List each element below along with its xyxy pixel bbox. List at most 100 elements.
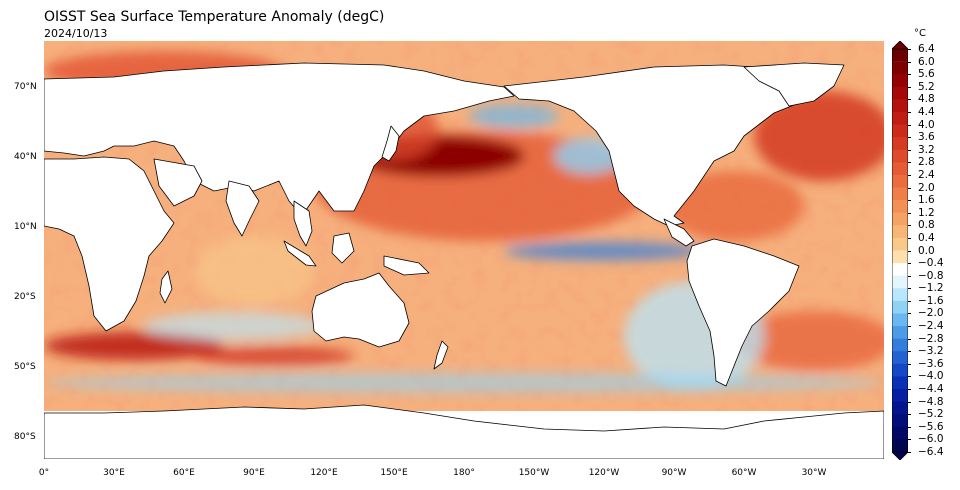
land-japan [381,125,400,162]
lon-label-90w: 90°W [661,468,687,478]
colorbar-cell [892,389,908,403]
land-borneo [331,232,355,264]
colorbar-cell [892,149,908,163]
colorbar-tick-label: 3.2 [908,143,935,156]
colorbar-cell [892,74,908,88]
colorbar-tick-label: −2.0 [908,307,944,320]
colorbar-cell [892,338,908,352]
colorbar-cell [892,426,908,440]
colorbar-cell [892,439,908,460]
land-greenland [743,62,845,107]
colorbar-unit: °C [914,28,926,39]
colorbar-tick-label: −5.6 [908,420,944,433]
colorbar-tick-label: −4.0 [908,370,944,383]
lon-label-180: 180° [453,468,475,478]
lat-label-70n: 70°N [14,82,37,92]
lat-label-80s: 80°S [14,432,36,442]
colorbar-tick-label: −6.0 [908,433,944,446]
land-antarctica [44,404,884,459]
colorbar-cell [892,288,908,302]
colorbar-tick-label: −5.2 [908,408,944,421]
land-arabia [153,158,203,207]
colorbar-tick-label: −2.4 [908,320,944,333]
colorbar-cell [892,212,908,226]
land-new-zealand [433,340,449,370]
colorbar-extend-max [892,41,908,50]
colorbar-tick-label: 6.4 [908,43,935,55]
colorbar-tick-label: −1.2 [908,282,944,295]
lon-label-60e: 60°E [173,468,195,478]
colorbar-tick-label: 2.4 [908,168,935,181]
colorbar-tick-label: −6.4 [908,446,944,458]
colorbar-tick-label: 4.4 [908,105,935,118]
land-new-guinea [383,255,430,276]
colorbar-cell [892,263,908,277]
land-sumatra [283,240,317,267]
colorbar-tick-label: 0.0 [908,244,935,257]
colorbar-tick-label: 5.6 [908,68,935,81]
colorbar-tick-label: −4.4 [908,383,944,396]
lat-label-40n: 40°N [14,152,37,162]
colorbar-tick-label: −3.2 [908,345,944,358]
land-india [225,180,260,237]
lon-label-120e: 120°E [310,468,338,478]
land-eurasia-africa [44,62,515,217]
colorbar-tick-label: 5.2 [908,80,935,93]
colorbar-tick-label: 1.6 [908,194,935,207]
colorbar-tick-label: 2.8 [908,156,935,169]
land-africa [44,156,175,332]
colorbar-tick-label: 1.2 [908,206,935,219]
colorbar-tick-label: −0.8 [908,269,944,282]
map-date: 2024/10/13 [44,27,108,40]
lat-label-20s: 20°S [14,292,36,302]
colorbar-cell [892,41,908,62]
lon-label-120w: 120°W [588,468,620,478]
colorbar-cell [892,363,908,377]
colorbar-tick-label: −2.8 [908,332,944,345]
land-south-america [686,238,800,387]
colorbar-cells [892,41,908,460]
lon-label-30w: 30°W [801,468,827,478]
colorbar-cell [892,326,908,340]
colorbar-cell [892,300,908,314]
colorbar-cell [892,275,908,289]
lat-label-10n: 10°N [14,222,37,232]
colorbar-tick-label: 6.0 [908,55,935,68]
colorbar-tick-label: −3.6 [908,357,944,370]
colorbar-cell [892,174,908,189]
colorbar-cell [892,225,908,239]
lon-label-150w: 150°W [518,468,550,478]
colorbar-cell [892,162,908,176]
colorbar-tick-label: 0.8 [908,219,935,232]
land-indochina [293,200,313,247]
colorbar-frame [892,48,908,453]
colorbar-cell [892,111,908,126]
map-title: OISST Sea Surface Temperature Anomaly (d… [44,9,385,25]
sst-anomaly-map [44,41,884,459]
colorbar-cell [892,86,908,100]
colorbar-tick-label: −0.4 [908,257,944,270]
colorbar-cell [892,200,908,214]
colorbar-tick-label: 0.4 [908,231,935,244]
map-canvas [44,41,884,459]
lon-label-0: 0° [38,468,50,478]
colorbar-tick-label: 3.6 [908,131,935,144]
colorbar-cell [892,351,908,365]
colorbar-tick-label: 4.8 [908,93,935,106]
lon-label-150e: 150°E [380,468,408,478]
colorbar-cell [892,237,908,251]
colorbar-tick-label: −4.8 [908,395,944,408]
colorbar-cell [892,401,908,415]
colorbar-tick-label: 4.0 [908,118,935,131]
land-masses [44,62,884,459]
colorbar-cell [892,250,908,264]
land-central-america [663,218,695,247]
colorbar-tick-label: 2.0 [908,181,935,194]
lat-label-50s: 50°S [14,362,36,372]
colorbar-tick-label: −1.6 [908,294,944,307]
lon-label-90e: 90°E [243,468,265,478]
colorbar-cell [892,376,908,390]
colorbar-cell [892,99,908,113]
colorbar [892,41,908,460]
lon-label-60w: 60°W [731,468,757,478]
